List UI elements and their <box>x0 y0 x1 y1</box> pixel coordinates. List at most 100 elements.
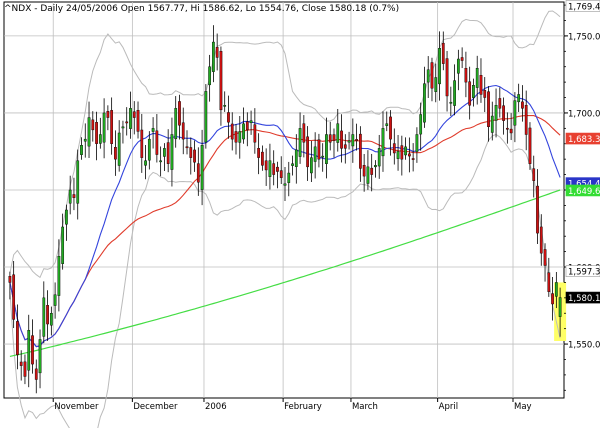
x-tick-label: November <box>54 402 99 412</box>
candle-body <box>208 66 211 86</box>
candle-body <box>532 168 536 181</box>
candle-body <box>551 293 554 305</box>
candle-body <box>95 122 98 144</box>
candle-body <box>261 151 264 166</box>
axis-layer: 1,550.01,600.01,650.01,700.01,750.0Novem… <box>52 0 600 412</box>
candle-body <box>132 111 136 118</box>
candle-body <box>411 158 415 160</box>
chart-title: ^NDX - Daily 24/05/2006 Open 1567.77, Hi… <box>4 4 399 14</box>
candle-body <box>193 149 196 163</box>
candle-body <box>366 166 370 184</box>
candle-body <box>91 119 95 131</box>
candle-body <box>178 101 181 126</box>
candle-body <box>396 151 400 159</box>
price-tag-label: 1,597.3 <box>568 268 600 278</box>
candle-body <box>163 148 166 157</box>
candle-body <box>528 127 532 164</box>
candle-body <box>502 105 505 121</box>
candle-body <box>370 167 374 175</box>
candle-body <box>68 189 72 204</box>
candle-body <box>498 98 502 109</box>
y-tick-label: 1,700.0 <box>568 109 600 119</box>
candle-body <box>151 128 155 132</box>
candle-body <box>87 117 91 147</box>
candle-body <box>423 83 426 123</box>
candle-body <box>521 101 524 109</box>
candle-body <box>129 108 132 129</box>
candle-body <box>554 282 558 297</box>
candle-body <box>212 41 215 72</box>
candle-body <box>27 330 31 371</box>
candle-body <box>253 124 257 143</box>
candle-body <box>483 90 487 98</box>
price-tag-label: 1,580.18 <box>568 294 600 304</box>
candle-body <box>343 144 347 149</box>
candle-body <box>189 147 193 158</box>
candle-body <box>513 100 517 126</box>
candle-body <box>438 48 441 85</box>
candle-body <box>234 131 238 143</box>
candle-body <box>509 128 513 134</box>
candle-body <box>517 94 521 103</box>
candle-body <box>321 155 325 158</box>
candle-body <box>377 148 381 167</box>
candle-body <box>362 165 366 177</box>
candle-body <box>279 170 283 178</box>
candle-body <box>310 157 313 174</box>
candle-body <box>166 142 170 164</box>
candle-body <box>505 127 509 130</box>
candle-body <box>230 123 234 140</box>
candle-body <box>302 123 306 143</box>
candle-body <box>80 145 83 155</box>
price-tag <box>565 0 600 12</box>
candle-body <box>159 160 163 163</box>
candle-body <box>200 145 204 190</box>
candle-body <box>249 120 253 124</box>
price-tag-label: 1,769.42 <box>568 2 600 12</box>
candle-body <box>174 108 178 140</box>
candle-body <box>294 149 298 167</box>
candle-body <box>98 134 102 144</box>
bollinger-upper <box>9 10 561 279</box>
candle-body <box>536 185 539 234</box>
candle-body <box>400 145 404 160</box>
candle-body <box>57 256 61 296</box>
candle-body <box>83 138 87 142</box>
candle-layer <box>8 25 562 394</box>
candle-body <box>238 131 242 143</box>
candle-body <box>110 110 114 144</box>
candle-body <box>441 42 445 64</box>
candle-body <box>472 85 475 98</box>
candle-body <box>49 313 53 326</box>
candle-body <box>426 69 430 83</box>
candle-body <box>558 297 562 317</box>
x-tick-label: May <box>514 402 532 412</box>
candle-body <box>242 123 245 140</box>
candle-body <box>381 128 385 157</box>
candle-body <box>325 134 328 164</box>
candle-body <box>117 132 121 166</box>
price-tag <box>565 291 600 304</box>
candle-body <box>268 160 272 177</box>
candle-body <box>257 148 260 158</box>
candle-body <box>204 91 208 143</box>
x-tick-label: 2006 <box>205 402 227 412</box>
candle-body <box>475 68 479 88</box>
candle-body <box>445 58 449 97</box>
candle-body <box>42 297 46 337</box>
y-tick-label: 1,750.0 <box>568 32 600 42</box>
candle-body <box>313 146 317 162</box>
candle-body <box>298 128 302 157</box>
candle-body <box>23 361 27 377</box>
candle-body <box>407 153 411 157</box>
candle-body <box>76 160 80 204</box>
candle-body <box>12 274 16 320</box>
candle-body <box>65 209 68 225</box>
y-tick-label: 1,550.0 <box>568 341 600 351</box>
candle-body <box>72 194 76 198</box>
candle-body <box>415 134 419 152</box>
candle-body <box>464 68 468 83</box>
